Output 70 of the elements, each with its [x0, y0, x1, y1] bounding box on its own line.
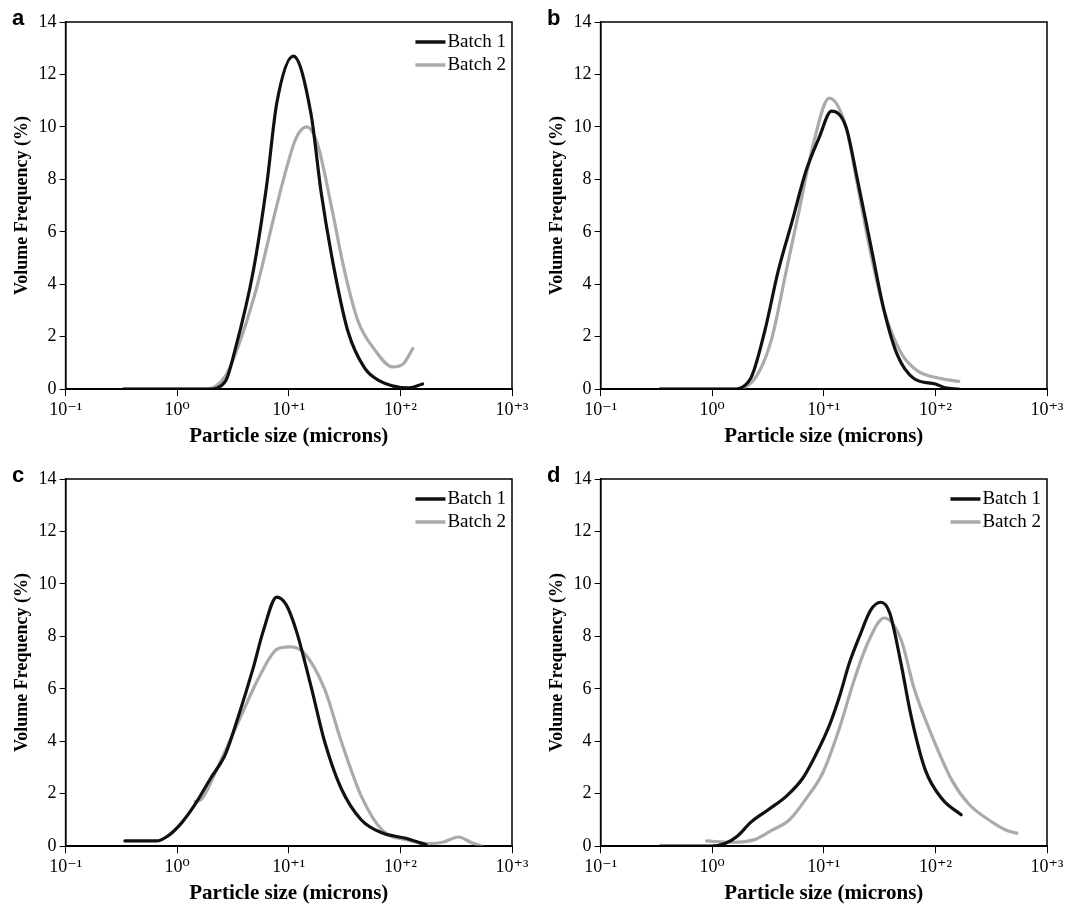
- y-tick-label: 4: [582, 273, 592, 294]
- x-tick-label: 10⁺¹: [807, 855, 841, 876]
- x-tick-label: 10⁺³: [495, 398, 530, 419]
- y-tick-label: 8: [47, 168, 57, 189]
- y-axis-title: Volume Frequency (%): [546, 573, 568, 753]
- x-tick-label: 10⁺²: [383, 398, 417, 419]
- x-tick-label: 10⁺¹: [272, 398, 306, 419]
- legend-label: Batch 2: [447, 509, 507, 531]
- x-tick-label: 10⁺²: [918, 398, 952, 419]
- y-tick-label: 14: [573, 10, 592, 31]
- y-tick-label: 14: [38, 467, 57, 488]
- x-tick-label: 10⁰: [164, 398, 190, 419]
- legend-label: Batch 1: [982, 486, 1042, 508]
- x-tick-label: 10⁺¹: [272, 855, 306, 876]
- y-tick-label: 4: [47, 730, 57, 751]
- y-tick-label: 2: [582, 325, 592, 346]
- y-tick-label: 6: [582, 677, 592, 698]
- legend-label: Batch 1: [447, 486, 507, 508]
- y-tick-label: 14: [38, 10, 57, 31]
- x-tick-label: 10⁰: [699, 398, 725, 419]
- y-tick-label: 10: [38, 572, 57, 593]
- y-tick-label: 4: [582, 730, 592, 751]
- y-tick-label: 2: [582, 782, 592, 803]
- x-axis-title: Particle size (microns): [189, 422, 389, 447]
- x-tick-label: 10⁺³: [1030, 855, 1065, 876]
- x-tick-label: 10⁺¹: [807, 398, 841, 419]
- x-tick-label: 10⁻¹: [49, 855, 83, 876]
- y-tick-label: 8: [582, 625, 592, 646]
- legend-label: Batch 1: [447, 29, 507, 51]
- y-tick-label: 0: [582, 377, 592, 398]
- y-tick-label: 10: [38, 115, 57, 136]
- y-tick-label: 8: [582, 168, 592, 189]
- chart-title: b: [547, 5, 561, 31]
- x-axis-title: Particle size (microns): [724, 422, 924, 447]
- x-tick-label: 10⁻¹: [584, 398, 618, 419]
- chart-title: c: [12, 462, 25, 488]
- y-axis-title: Volume Frequency (%): [11, 573, 33, 753]
- legend-label: Batch 2: [447, 52, 507, 74]
- x-tick-label: 10⁻¹: [49, 398, 83, 419]
- y-tick-label: 12: [573, 63, 592, 84]
- x-tick-label: 10⁺²: [918, 855, 952, 876]
- y-axis-title: Volume Frequency (%): [546, 116, 568, 296]
- y-tick-label: 6: [47, 220, 57, 241]
- x-axis-title: Particle size (microns): [189, 879, 389, 904]
- y-tick-label: 0: [47, 377, 57, 398]
- y-tick-label: 0: [47, 834, 57, 855]
- y-tick-label: 8: [47, 625, 57, 646]
- x-tick-label: 10⁰: [164, 855, 190, 876]
- x-axis-title: Particle size (microns): [724, 879, 924, 904]
- x-tick-label: 10⁰: [699, 855, 725, 876]
- y-tick-label: 10: [573, 572, 592, 593]
- chart-title: a: [12, 5, 25, 31]
- y-tick-label: 14: [573, 467, 592, 488]
- y-tick-label: 4: [47, 273, 57, 294]
- y-tick-label: 10: [573, 115, 592, 136]
- y-tick-label: 0: [582, 834, 592, 855]
- x-tick-label: 10⁺³: [1030, 398, 1065, 419]
- y-tick-label: 2: [47, 325, 57, 346]
- x-tick-label: 10⁺²: [383, 855, 417, 876]
- y-axis-title: Volume Frequency (%): [11, 116, 33, 296]
- y-tick-label: 12: [38, 63, 57, 84]
- y-tick-label: 2: [47, 782, 57, 803]
- y-tick-label: 6: [47, 677, 57, 698]
- y-tick-label: 12: [38, 520, 57, 541]
- y-tick-label: 6: [582, 220, 592, 241]
- y-tick-label: 12: [573, 520, 592, 541]
- x-tick-label: 10⁺³: [495, 855, 530, 876]
- x-tick-label: 10⁻¹: [584, 855, 618, 876]
- chart-title: d: [547, 462, 561, 488]
- legend-label: Batch 2: [982, 509, 1042, 531]
